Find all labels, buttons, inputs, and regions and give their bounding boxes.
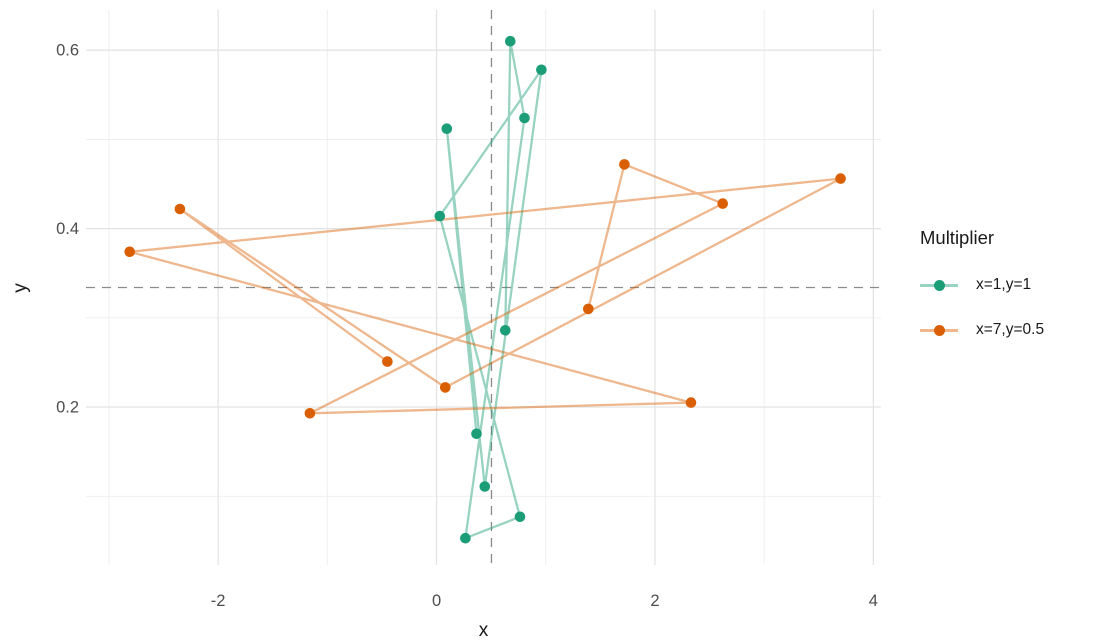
legend-item-label: x=1,y=1 [976, 276, 1032, 293]
x-axis-title: x [478, 620, 489, 641]
x-tick-label: -2 [211, 592, 226, 610]
y-tick-label: 0.4 [56, 220, 79, 238]
x-tick-label: 2 [650, 592, 659, 610]
x-tick-label: 0 [432, 592, 441, 610]
data-point-orange [685, 397, 697, 408]
legend-title: Multiplier [920, 227, 995, 248]
y-tick-label: 0.2 [56, 399, 79, 417]
data-point-orange [382, 356, 393, 367]
data-point-green [471, 428, 482, 440]
data-point-orange [440, 382, 451, 393]
legend-key-line-dot-icon [920, 322, 958, 338]
data-point-green [460, 532, 471, 544]
data-point-green [536, 64, 547, 76]
data-point-orange [124, 246, 135, 258]
data-point-orange [717, 198, 728, 209]
data-point-green [519, 112, 530, 124]
series-path-orange [128, 163, 842, 415]
data-point-green [434, 210, 446, 222]
data-point-orange [304, 408, 316, 419]
y-tick-label: 0.6 [56, 42, 79, 60]
data-point-orange [583, 303, 594, 315]
data-point-green [514, 511, 526, 523]
data-point-orange [619, 159, 630, 170]
data-point-green [500, 325, 511, 336]
legend-key-line-dot-icon [920, 277, 958, 293]
data-point-green [479, 481, 491, 492]
data-point-green [441, 123, 453, 134]
data-point-orange [835, 173, 846, 184]
y-axis-title: y [9, 283, 31, 293]
legend-item-orange: x=7,y=0.5 [920, 315, 1044, 345]
legend: Multiplier x=1,y=1 x=7,y=0.5 [920, 227, 1044, 345]
series-path-green [438, 40, 543, 540]
data-point-green [505, 35, 516, 47]
data-point-orange [174, 203, 186, 215]
legend-item-label: x=7,y=0.5 [976, 321, 1045, 338]
x-tick-label: 4 [869, 592, 878, 610]
legend-item-green: x=1,y=1 [920, 270, 1044, 300]
